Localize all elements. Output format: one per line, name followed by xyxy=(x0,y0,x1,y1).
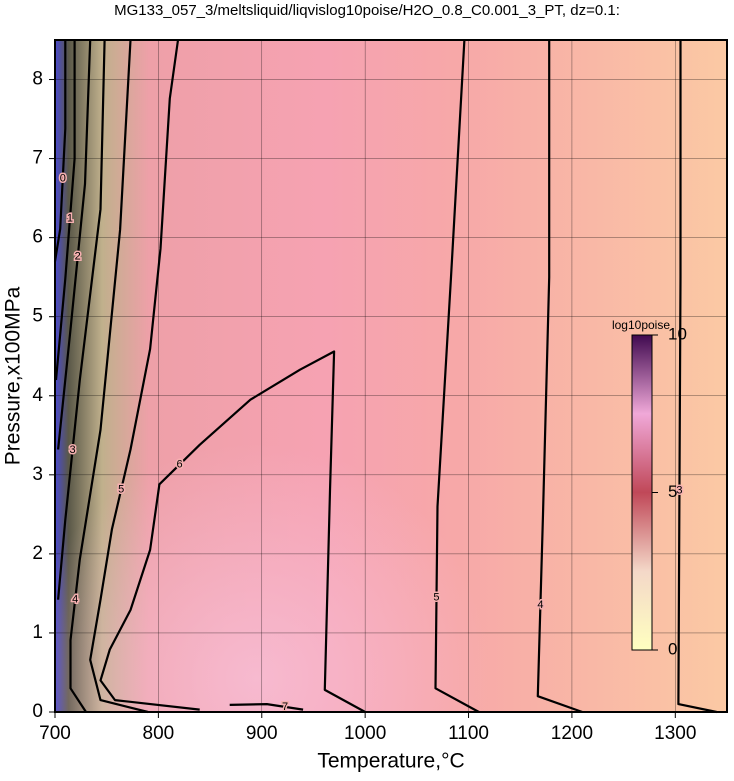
contour-line xyxy=(89,39,180,714)
y-tick-label: 6 xyxy=(32,227,43,248)
contour-label: 6 xyxy=(177,458,183,470)
y-tick-label: 8 xyxy=(32,69,43,90)
contour-line xyxy=(677,40,717,714)
contour-line xyxy=(229,703,304,711)
y-tick-label: 1 xyxy=(32,622,43,643)
x-axis-label: Temperature,°C xyxy=(317,750,464,773)
contour-line xyxy=(69,39,132,713)
contour-label: 7 xyxy=(282,701,288,713)
chart-title: MG133_057_3/meltsliquid/liqvislog10poise… xyxy=(114,2,620,19)
contour-label: 0 xyxy=(60,173,66,185)
contour-line xyxy=(57,39,106,600)
plot-frame xyxy=(54,39,728,713)
contour-label: 3 xyxy=(70,444,76,456)
y-axis-label: Pressure,x100MPa xyxy=(2,286,25,465)
y-tick-label: 3 xyxy=(32,464,43,485)
x-tick-label: 1300 xyxy=(654,723,696,744)
x-tick-label: 1100 xyxy=(448,723,489,744)
contour-line xyxy=(434,39,480,713)
colorbar-tick-label: 10 xyxy=(668,324,687,343)
x-tick-label: 1000 xyxy=(344,723,386,744)
x-tick-label: 1200 xyxy=(551,723,593,744)
y-tick-label: 7 xyxy=(32,148,43,169)
contour-line xyxy=(54,40,76,381)
contour-line xyxy=(57,39,92,450)
contour-line xyxy=(53,40,67,262)
colorbar-tick-label: 5 xyxy=(668,482,677,501)
contour-label: 1 xyxy=(67,213,73,225)
colorbar-tick-label: 0 xyxy=(668,639,677,658)
field-glow xyxy=(55,40,727,712)
y-tick-label: 2 xyxy=(32,543,43,564)
colorbar xyxy=(631,334,653,651)
x-tick-label: 700 xyxy=(39,723,71,744)
colorbar-label: log10poise xyxy=(612,318,670,332)
y-tick-label: 4 xyxy=(32,385,43,406)
contour-line xyxy=(536,40,583,714)
contour-label: 3 xyxy=(676,485,682,497)
y-tick-label: 5 xyxy=(32,306,43,327)
contour-label: 5 xyxy=(118,483,124,495)
y-tick-label: 0 xyxy=(32,701,43,722)
contour-line xyxy=(99,350,366,713)
x-tick-label: 900 xyxy=(246,723,278,744)
contour-label: 4 xyxy=(537,599,543,611)
contour-label: 5 xyxy=(433,591,439,603)
contour-label: 4 xyxy=(72,594,78,606)
contour-label: 2 xyxy=(75,251,81,263)
x-tick-label: 800 xyxy=(143,723,175,744)
